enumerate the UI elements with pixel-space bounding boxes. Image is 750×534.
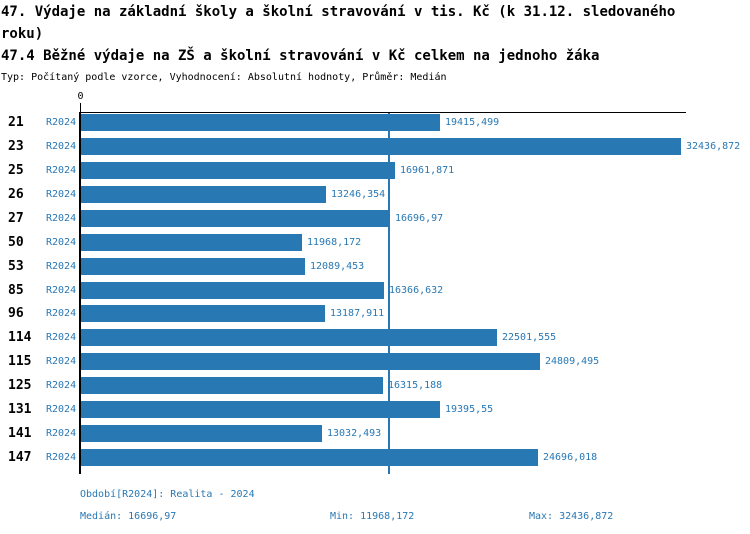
bar (81, 449, 538, 466)
row-category-label: 27 (8, 211, 24, 226)
bar-value-label: 24696,018 (543, 452, 598, 463)
bar-value-label: 16961,871 (400, 165, 455, 176)
bar-value-label: 13246,354 (331, 189, 386, 200)
bar (81, 425, 322, 442)
bar-value-label: 16315,188 (388, 380, 443, 391)
bar-value-label: 13032,493 (327, 428, 382, 439)
chart-meta-line: Typ: Počítaný podle vzorce, Vyhodnocení:… (1, 72, 447, 83)
bar-value-label: 19395,55 (445, 404, 494, 415)
row-category-label: 147 (8, 450, 32, 465)
row-series-label: R2024 (46, 165, 77, 176)
y-axis-line (79, 112, 81, 474)
bar-value-label: 24809,495 (545, 356, 600, 367)
chart-header: 47. Výdaje na základní školy a školní st… (1, 1, 692, 85)
row-category-label: 23 (8, 139, 24, 154)
bar-value-label: 19415,499 (445, 117, 500, 128)
row-category-label: 21 (8, 115, 24, 130)
bar-value-label: 11968,172 (307, 237, 362, 248)
bar (81, 186, 326, 203)
footer-median-stat: Medián: 16696,97 (80, 511, 177, 522)
row-category-label: 85 (8, 283, 24, 298)
bar (81, 114, 440, 131)
row-series-label: R2024 (46, 452, 77, 463)
row-series-label: R2024 (46, 261, 77, 272)
bar-value-label: 12089,453 (310, 261, 365, 272)
footer-min-stat: Min: 11968,172 (330, 511, 415, 522)
bar (81, 401, 440, 418)
footer-period-legend: Období[R2024]: Realita - 2024 (80, 489, 255, 500)
row-series-label: R2024 (46, 237, 77, 248)
row-category-label: 114 (8, 330, 32, 345)
row-series-label: R2024 (46, 117, 77, 128)
bar-value-label: 13187,911 (330, 308, 385, 319)
bar-value-label: 16696,97 (395, 213, 444, 224)
row-series-label: R2024 (46, 380, 77, 391)
row-category-label: 115 (8, 354, 32, 369)
bar (81, 234, 302, 251)
bar-value-label: 22501,555 (502, 332, 557, 343)
x-axis-line (80, 112, 686, 113)
bar (81, 305, 325, 322)
bar (81, 162, 395, 179)
row-category-label: 26 (8, 187, 24, 202)
row-category-label: 96 (8, 306, 24, 321)
bar (81, 210, 390, 227)
bar-value-label: 32436,872 (686, 141, 741, 152)
row-series-label: R2024 (46, 141, 77, 152)
row-series-label: R2024 (46, 213, 77, 224)
bar (81, 377, 383, 394)
median-reference-line (388, 113, 390, 474)
row-category-label: 125 (8, 378, 32, 393)
row-series-label: R2024 (46, 189, 77, 200)
row-category-label: 53 (8, 259, 24, 274)
row-series-label: R2024 (46, 332, 77, 343)
axis-zero-label: 0 (77, 91, 84, 102)
bar-value-label: 16366,632 (389, 285, 444, 296)
chart-title: 47. Výdaje na základní školy a školní st… (1, 4, 676, 42)
bar (81, 329, 497, 346)
bar (81, 353, 540, 370)
row-category-label: 25 (8, 163, 24, 178)
row-series-label: R2024 (46, 404, 77, 415)
bar (81, 138, 681, 155)
axis-tick (80, 103, 81, 112)
row-series-label: R2024 (46, 356, 77, 367)
bar (81, 258, 305, 275)
chart-subtitle-indicator: 47.4 Běžné výdaje na ZŠ a školní stravov… (1, 48, 600, 64)
bar (81, 282, 384, 299)
row-series-label: R2024 (46, 308, 77, 319)
row-category-label: 141 (8, 426, 32, 441)
row-category-label: 50 (8, 235, 24, 250)
row-category-label: 131 (8, 402, 32, 417)
footer-max-stat: Max: 32436,872 (529, 511, 614, 522)
row-series-label: R2024 (46, 285, 77, 296)
row-series-label: R2024 (46, 428, 77, 439)
